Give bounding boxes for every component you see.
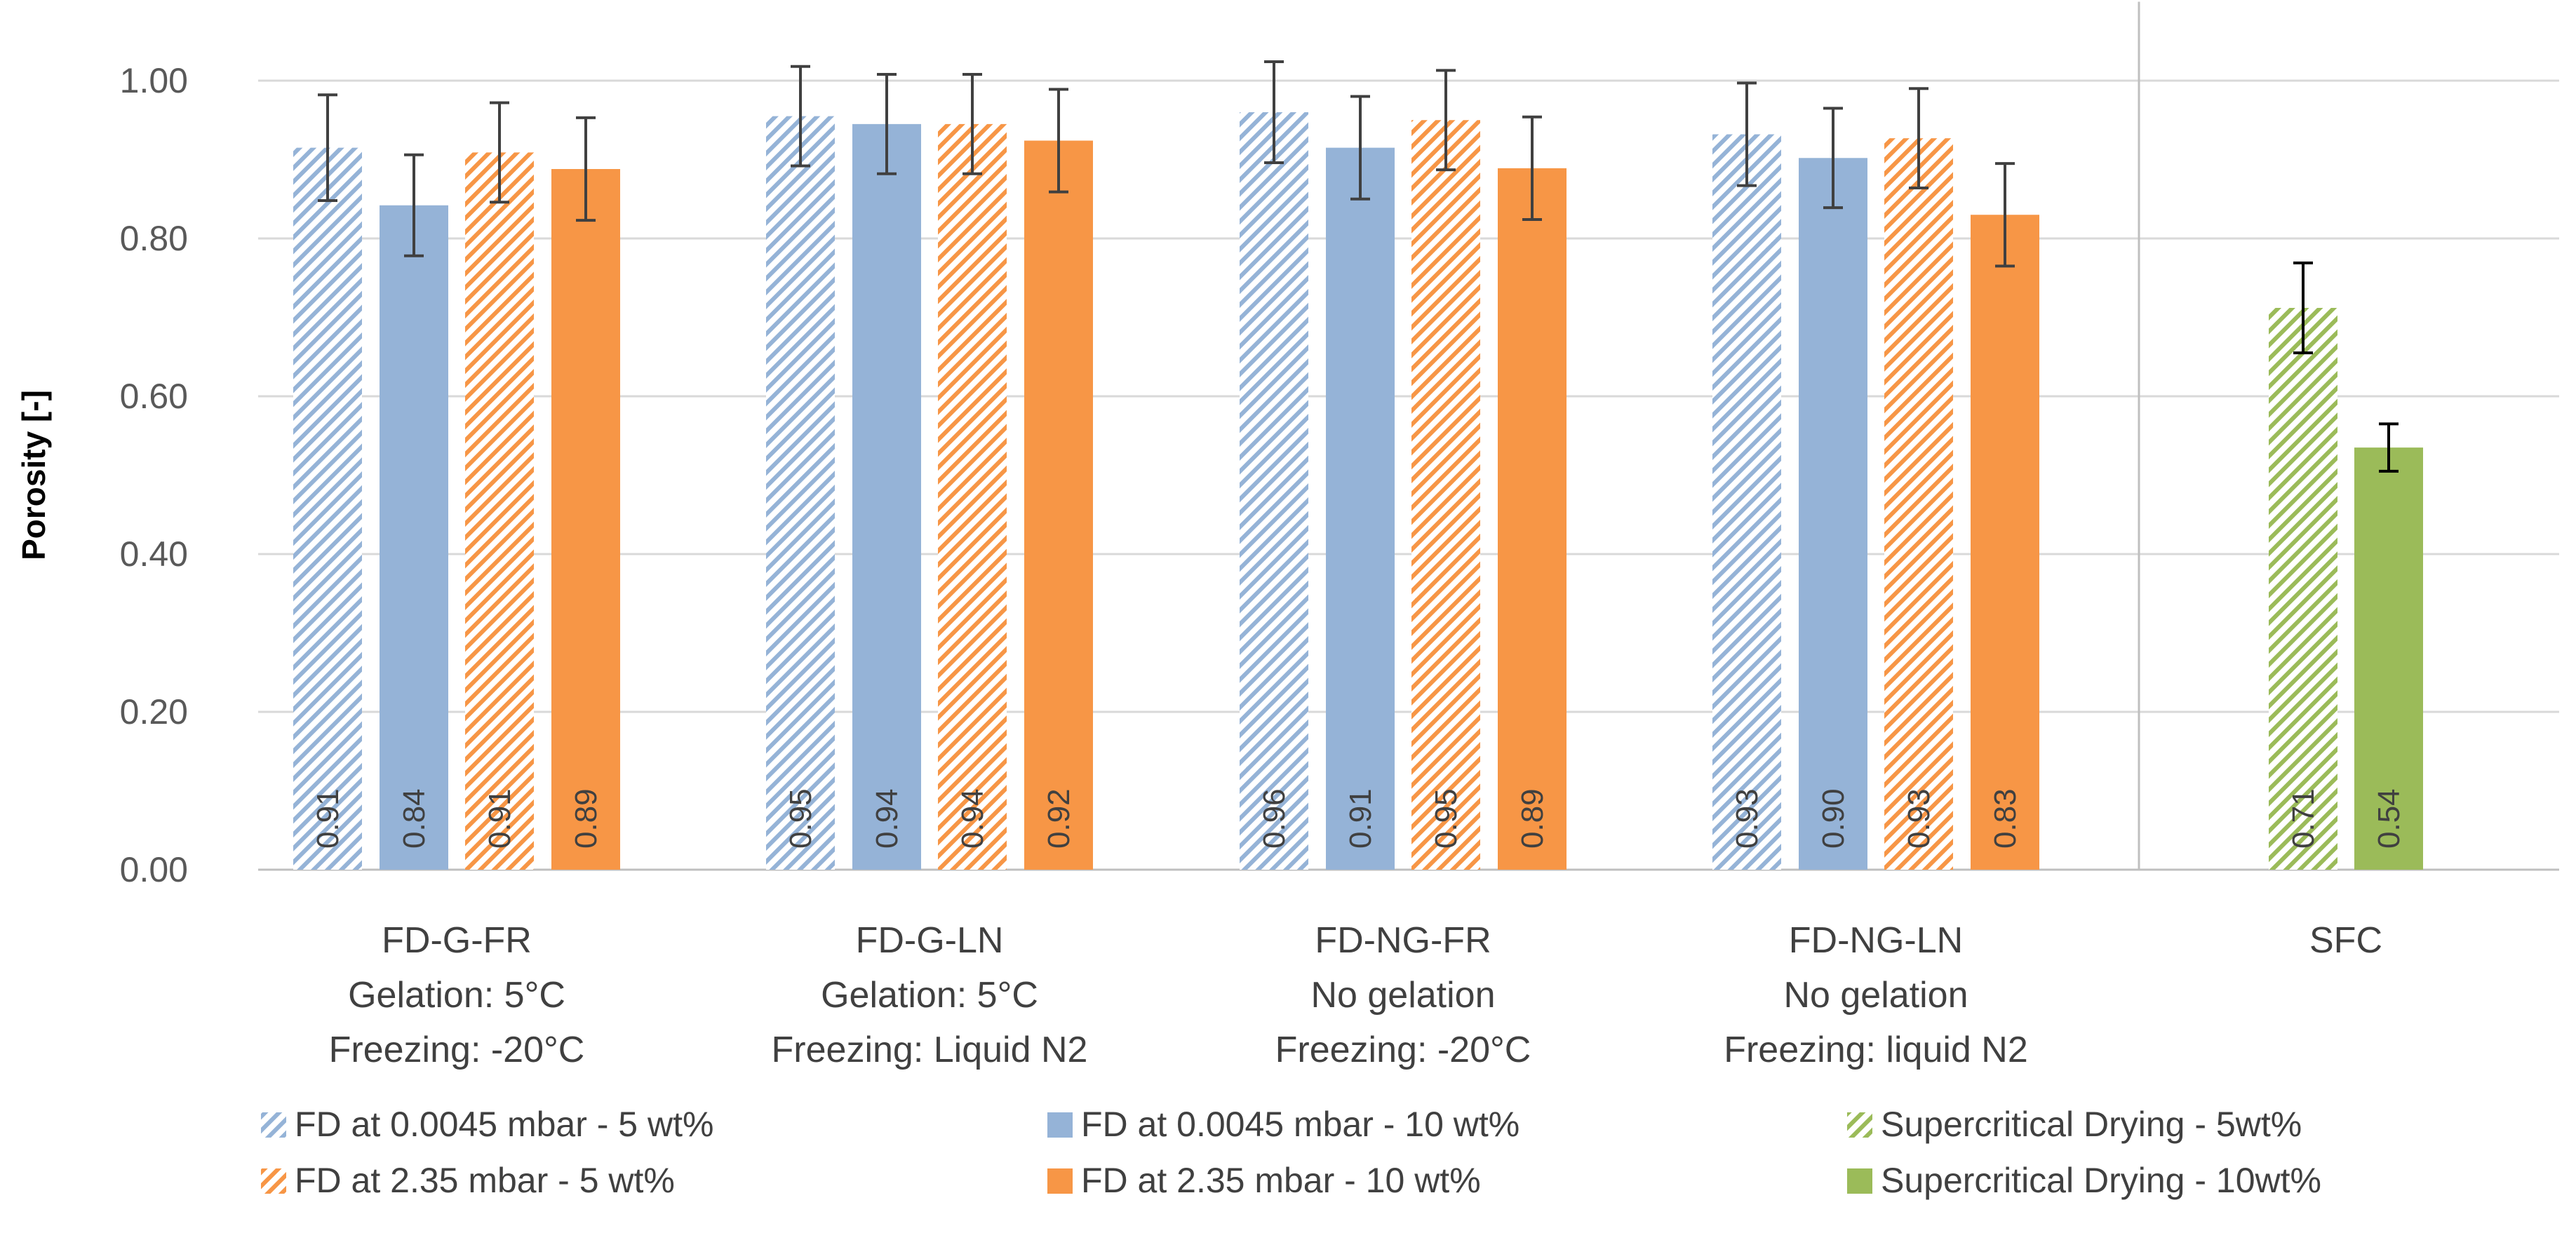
legend-label: FD at 0.0045 mbar - 5 wt% <box>295 1105 713 1144</box>
y-tick-label: 0.40 <box>120 534 188 574</box>
category-label: No gelation <box>1783 975 1968 1016</box>
bar <box>1498 168 1567 870</box>
bar <box>1799 158 1867 870</box>
category-label: Gelation: 5°C <box>821 975 1038 1016</box>
data-label: 0.84 <box>397 788 431 849</box>
bar <box>2354 447 2423 870</box>
category-label: Freezing: Liquid N2 <box>772 1030 1088 1070</box>
y-tick-label: 0.00 <box>120 850 188 889</box>
legend-swatch <box>1847 1168 1872 1194</box>
data-label: 0.83 <box>1988 788 2022 849</box>
bar <box>938 123 1007 870</box>
bar <box>1326 147 1395 870</box>
legend-label: Supercritical Drying - 5wt% <box>1881 1105 2302 1144</box>
bar <box>1712 134 1781 870</box>
data-label: 0.93 <box>1902 788 1936 849</box>
bar <box>1411 120 1480 870</box>
category-label: Freezing: liquid N2 <box>1724 1030 2028 1070</box>
bar <box>1971 215 2039 870</box>
category-label: FD-NG-LN <box>1789 920 1963 961</box>
legend: FD at 0.0045 mbar - 5 wt% FD at 2.35 mbar… <box>261 1105 2321 1200</box>
y-tick-label: 1.00 <box>120 61 188 100</box>
data-label: 0.54 <box>2372 788 2406 849</box>
data-label: 0.94 <box>870 788 904 849</box>
category-label: FD-G-LN <box>856 920 1004 961</box>
data-label: 0.96 <box>1257 788 1292 849</box>
category-label: FD-NG-FR <box>1315 920 1491 961</box>
y-tick-label: 0.20 <box>120 692 188 732</box>
bar <box>1884 138 1953 870</box>
bar <box>551 169 620 870</box>
y-tick-label: 0.60 <box>120 377 188 416</box>
legend-label: FD at 0.0045 mbar - 10 wt% <box>1081 1105 1520 1144</box>
bar <box>380 205 448 870</box>
category-label: SFC <box>2309 920 2382 961</box>
legend-label: Supercritical Drying - 10wt% <box>1881 1161 2321 1200</box>
gridlines <box>258 79 2559 871</box>
category-label: Freezing: -20°C <box>1275 1030 1531 1070</box>
data-label: 0.89 <box>1515 788 1550 849</box>
data-label: 0.93 <box>1730 788 1764 849</box>
legend-swatch <box>1047 1168 1073 1194</box>
data-label: 0.95 <box>1429 788 1463 849</box>
data-label: 0.71 <box>2286 788 2321 849</box>
x-axis: FD-G-FR Gelation: 5°C Freezing: -20°C FD-G-… <box>329 920 2382 1070</box>
category-label: FD-G-FR <box>382 920 532 961</box>
y-tick-label: 0.80 <box>120 219 188 258</box>
category-label: Freezing: -20°C <box>329 1030 585 1070</box>
data-label: 0.91 <box>483 788 517 849</box>
bar <box>766 116 835 870</box>
legend-swatch <box>1047 1112 1073 1138</box>
bar <box>465 152 534 870</box>
data-label: 0.91 <box>311 788 345 849</box>
bars <box>293 112 2423 870</box>
bar <box>852 123 921 870</box>
bar <box>293 147 362 870</box>
bar <box>1024 140 1093 870</box>
category-label: Gelation: 5°C <box>348 975 565 1016</box>
category-label: No gelation <box>1310 975 1495 1016</box>
error-bars <box>318 60 2399 473</box>
y-axis: 0.00 0.20 0.40 0.60 0.80 1.00 Porosity [-] <box>15 61 188 889</box>
legend-swatch <box>1847 1112 1872 1138</box>
data-label: 0.90 <box>1816 788 1851 849</box>
data-labels: 0.91 0.84 0.91 0.89 0.95 0.94 0.94 0.92 0.96 0.91… <box>311 788 2406 849</box>
data-label: 0.89 <box>569 788 603 849</box>
data-label: 0.92 <box>1042 788 1076 849</box>
data-label: 0.91 <box>1343 788 1378 849</box>
bar <box>1240 112 1308 870</box>
y-axis-title: Porosity [-] <box>15 390 52 560</box>
data-label: 0.94 <box>955 788 990 849</box>
data-label: 0.95 <box>784 788 818 849</box>
bar <box>2269 308 2337 870</box>
legend-swatch <box>261 1168 286 1194</box>
legend-label: FD at 2.35 mbar - 5 wt% <box>295 1161 675 1200</box>
legend-swatch <box>261 1112 286 1138</box>
legend-label: FD at 2.35 mbar - 10 wt% <box>1081 1161 1481 1200</box>
